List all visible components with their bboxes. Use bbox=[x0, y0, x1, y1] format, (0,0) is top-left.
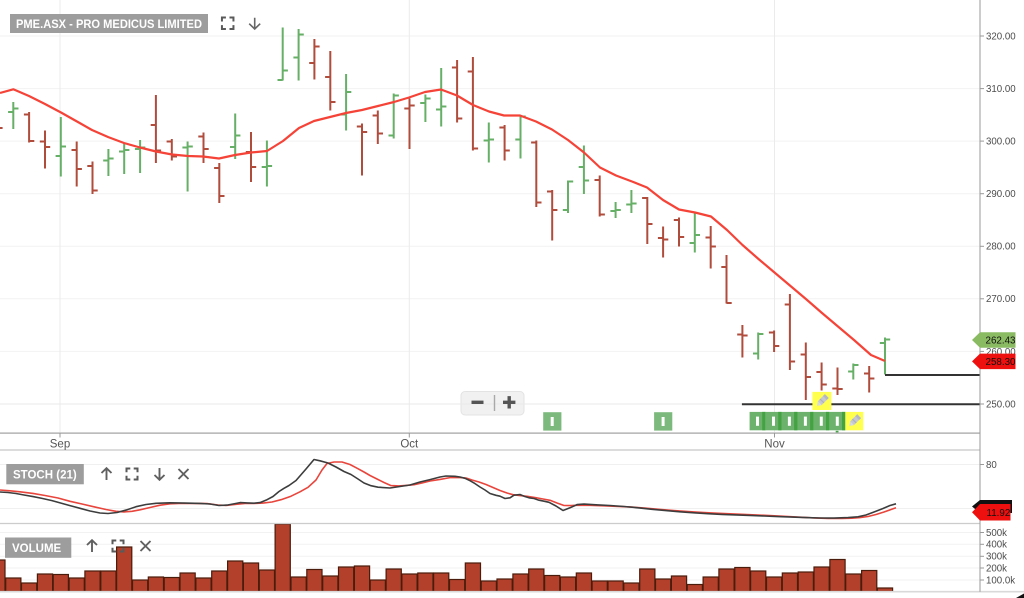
svg-text:200k: 200k bbox=[986, 563, 1007, 574]
svg-text:500k: 500k bbox=[986, 528, 1007, 539]
svg-text:270.00: 270.00 bbox=[986, 294, 1016, 305]
svg-text:VOLUME: VOLUME bbox=[12, 543, 62, 555]
svg-text:Nov: Nov bbox=[764, 438, 785, 450]
svg-text:290.00: 290.00 bbox=[986, 189, 1016, 200]
svg-text:260.00: 260.00 bbox=[986, 347, 1016, 358]
svg-text:320.00: 320.00 bbox=[986, 31, 1016, 42]
svg-text:262.43: 262.43 bbox=[986, 336, 1017, 347]
svg-text:400k: 400k bbox=[986, 540, 1007, 551]
svg-text:280.00: 280.00 bbox=[986, 242, 1016, 253]
svg-text:Sep: Sep bbox=[50, 438, 70, 450]
svg-text:80: 80 bbox=[986, 460, 997, 471]
svg-text:300.00: 300.00 bbox=[986, 137, 1016, 148]
svg-text:100.0k: 100.0k bbox=[986, 575, 1015, 586]
svg-text:STOCH (21): STOCH (21) bbox=[13, 469, 77, 481]
svg-text:250.00: 250.00 bbox=[986, 399, 1016, 410]
svg-text:310.00: 310.00 bbox=[986, 84, 1016, 95]
svg-text:Oct: Oct bbox=[400, 438, 419, 450]
svg-text:300k: 300k bbox=[986, 552, 1007, 563]
svg-text:PME.ASX - PRO MEDICUS LIMITED: PME.ASX - PRO MEDICUS LIMITED bbox=[16, 17, 202, 31]
svg-text:258.30: 258.30 bbox=[986, 357, 1017, 368]
svg-text:11.92: 11.92 bbox=[987, 508, 1011, 519]
